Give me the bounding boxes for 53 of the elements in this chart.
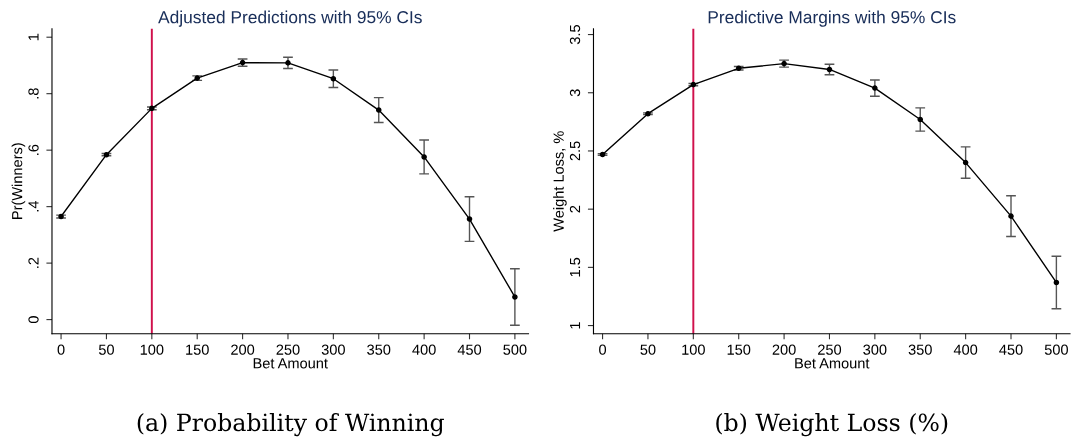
y-tick-label: .6 <box>28 144 39 155</box>
x-tick-label: 0 <box>599 344 607 355</box>
x-axis-title: Bet Amount <box>795 358 870 369</box>
x-tick-label: 50 <box>640 344 656 355</box>
x-tick-label: 300 <box>863 344 887 355</box>
x-tick-label: 200 <box>231 344 255 355</box>
point <box>917 116 924 123</box>
point <box>330 75 337 82</box>
x-tick-label: 400 <box>953 344 978 355</box>
x-tick-label: 0 <box>57 344 65 355</box>
x-tick-label: 50 <box>98 344 114 355</box>
x-tick-label: 450 <box>457 344 482 355</box>
point <box>872 85 878 91</box>
y-tick-label: .2 <box>28 257 39 268</box>
y-tick-label: 3 <box>569 89 581 97</box>
y-tick-label: .8 <box>28 88 39 99</box>
x-tick-label: 450 <box>999 344 1023 355</box>
y-tick-label: 1.5 <box>570 257 581 277</box>
x-tick-label: 150 <box>727 344 751 355</box>
point <box>1008 213 1014 219</box>
x-axis-title: Bet Amount <box>253 358 328 369</box>
point <box>421 154 427 160</box>
x-tick-label: 500 <box>1044 344 1068 355</box>
text: (a) Probability of Winning <box>137 413 444 437</box>
y-tick-label: .4 <box>28 200 39 212</box>
y-tick-label: 1 <box>570 322 581 329</box>
point <box>962 159 969 166</box>
x-tick-label: 200 <box>772 344 796 355</box>
x-tick-label: 350 <box>367 344 391 355</box>
x-tick-label: 400 <box>412 344 436 355</box>
x-tick-label: 150 <box>186 344 209 355</box>
y-tick-label: 3.5 <box>569 25 581 45</box>
y-axis-title: Weight Loss, % <box>553 131 567 232</box>
x-tick-label: 300 <box>321 344 345 355</box>
point <box>1053 279 1060 286</box>
point <box>512 294 518 300</box>
x-tick-label: 350 <box>908 344 932 355</box>
x-tick-label: 250 <box>818 344 842 355</box>
chart-title: Adjusted Predictions with 95% CIs <box>158 10 422 27</box>
text: (b) Weight Loss (%) <box>716 413 948 437</box>
point <box>285 60 291 66</box>
x-tick-label: 250 <box>276 344 300 355</box>
x-tick-label: 100 <box>140 344 164 355</box>
y-tick-label: 0 <box>28 316 39 324</box>
point <box>375 107 382 113</box>
chart-title: Predictive Margins with 95% CIs <box>708 10 956 27</box>
y-tick-label: 1 <box>28 33 39 41</box>
y-tick-label: 2.5 <box>569 141 581 161</box>
y-axis-title: Pr(Winners) <box>11 143 26 219</box>
x-tick-label: 500 <box>503 344 527 355</box>
point <box>466 216 473 222</box>
y-tick-label: 2 <box>569 205 581 213</box>
x-tick-label: 100 <box>682 344 705 355</box>
